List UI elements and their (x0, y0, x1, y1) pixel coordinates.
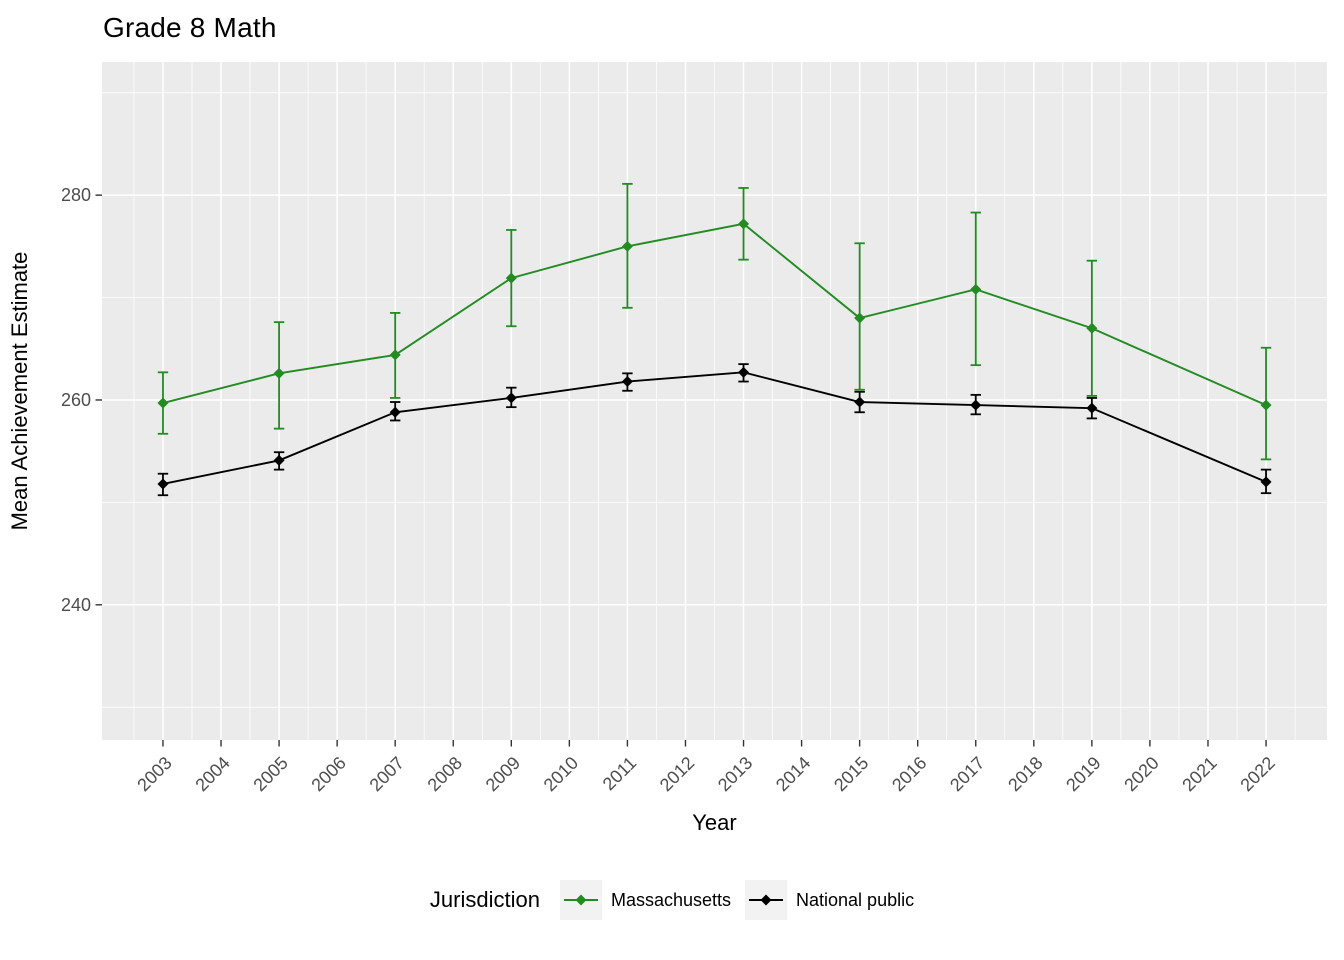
x-tick-labels: 2003 2004 2005 2006 2007 2008 2009 2010 2011 2012… (133, 753, 1279, 795)
data-point (621, 240, 633, 252)
data-point (738, 218, 750, 230)
data-point (1086, 322, 1098, 334)
series-line (162, 222, 1267, 406)
x-tick-label: 2015 (830, 753, 872, 795)
x-tick-label: 2012 (656, 753, 698, 795)
x-tick-label: 2008 (424, 753, 466, 795)
data-point (1260, 476, 1272, 488)
x-tick-label: 2017 (946, 753, 988, 795)
x-tick-label: 2010 (540, 753, 582, 795)
x-tick-label: 2014 (772, 753, 814, 795)
legend-key-glyph (563, 894, 598, 906)
data-point (854, 396, 866, 408)
data-point (505, 272, 517, 284)
legend: Jurisdiction Massachusetts National publ… (0, 880, 1344, 920)
data-point (157, 478, 169, 490)
x-tick-label: 2011 (599, 753, 641, 795)
x-tick-label: 2004 (191, 753, 233, 795)
x-tick-label: 2013 (714, 753, 756, 795)
x-tick-label: 2019 (1062, 753, 1104, 795)
legend-label-massachusetts: Massachusetts (610, 889, 732, 910)
x-tick-label: 2016 (888, 753, 930, 795)
legend-title: Jurisdiction (429, 887, 540, 912)
x-tick-label: 2021 (1178, 753, 1220, 795)
data-point (505, 392, 517, 404)
legend-label-national-public: National public (796, 889, 915, 910)
legend-key-glyph (749, 894, 784, 906)
data-point (273, 367, 285, 379)
plot-title: Grade 8 Math (103, 12, 277, 43)
x-tick-label: 2009 (482, 753, 524, 795)
y-tick-labels: 240 260 280 (61, 185, 91, 615)
y-tick-label: 260 (61, 390, 91, 410)
x-tick-label: 2020 (1120, 753, 1162, 795)
series-massachusetts (157, 182, 1272, 461)
y-tick-label: 280 (61, 185, 91, 205)
data-point (970, 399, 982, 411)
data-point (1086, 402, 1098, 414)
x-tick-label: 2006 (307, 753, 349, 795)
data-point (389, 406, 401, 418)
data-point (621, 376, 633, 388)
legend-item-national-public[interactable]: National public (745, 880, 914, 920)
data-point (970, 283, 982, 295)
data-point (273, 454, 285, 466)
x-tick-label: 2018 (1004, 753, 1046, 795)
national-public-key-icon (745, 880, 788, 920)
x-tick-label: 2022 (1236, 753, 1278, 795)
series-line (162, 371, 1267, 485)
data-point (854, 312, 866, 324)
x-axis-title: Year (692, 810, 737, 835)
x-tick-label: 2003 (133, 753, 175, 795)
data-point (738, 366, 750, 378)
massachusetts-key-icon (559, 880, 602, 920)
x-tick-label: 2007 (366, 753, 408, 795)
legend-item-massachusetts[interactable]: Massachusetts (559, 880, 732, 920)
series-national-public (157, 363, 1272, 497)
data-point (1260, 399, 1272, 411)
x-tick-label: 2005 (249, 753, 291, 795)
data-point (389, 349, 401, 361)
axis-ticks (95, 194, 1267, 747)
y-tick-label: 240 (61, 595, 91, 615)
data-point (157, 397, 169, 409)
